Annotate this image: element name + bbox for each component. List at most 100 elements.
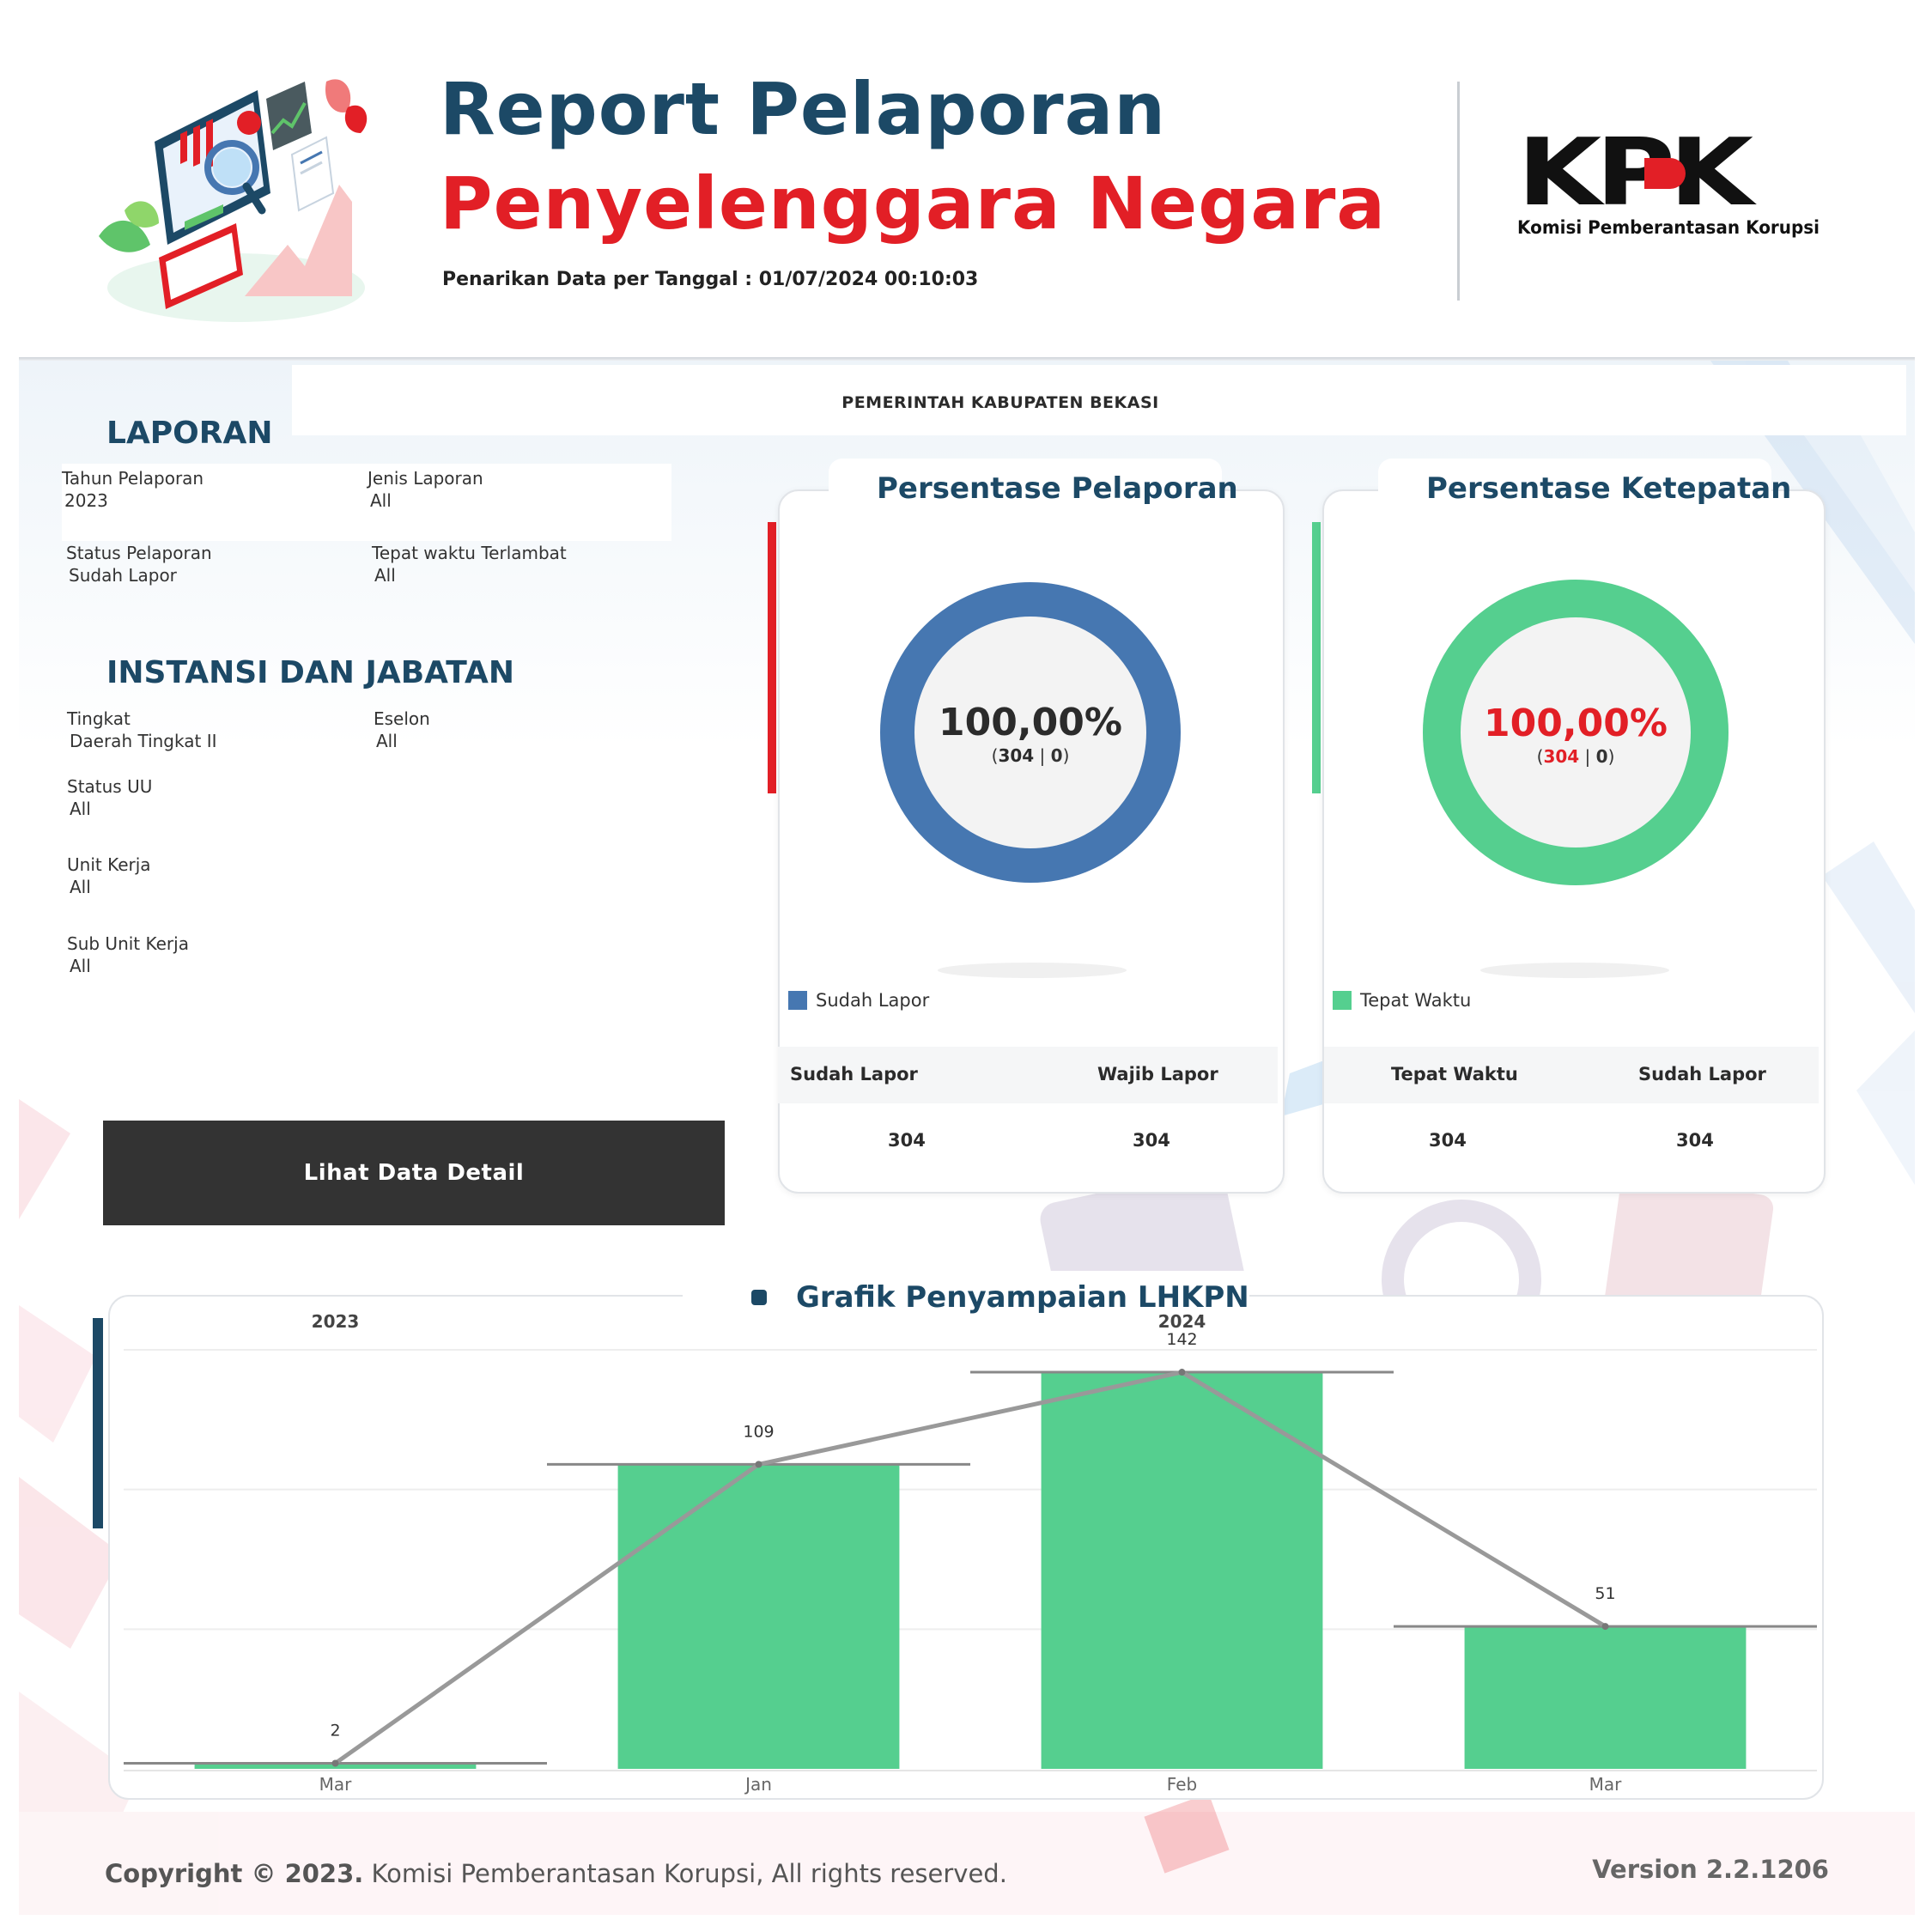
kpk-logo: KPK Komisi Pemberantasan Korupsi	[1517, 129, 1820, 238]
year-group-label: 2024	[1158, 1311, 1206, 1332]
trend-point	[755, 1461, 762, 1468]
pelaporan-percentage: 100,00%	[939, 701, 1122, 744]
data-label: 142	[1166, 1330, 1197, 1349]
pelaporan-donut-svg	[880, 582, 1181, 883]
filter-tahun-pelaporan[interactable]: Tahun Pelaporan 2023	[62, 467, 204, 512]
year-group-label: 2023	[312, 1311, 360, 1332]
filter-jenis-laporan[interactable]: Jenis Laporan All	[368, 467, 483, 512]
x-tick-label: Jan	[744, 1774, 772, 1795]
legend-swatch	[1333, 991, 1352, 1010]
filter-value: All	[374, 565, 396, 586]
table-value-tepat-waktu: 304	[1429, 1130, 1467, 1151]
filter-status-pelaporan[interactable]: Status Pelaporan Sudah Lapor	[66, 542, 212, 586]
chart-accent	[93, 1318, 103, 1528]
filter-label: Tepat waktu Terlambat	[372, 543, 567, 563]
table-value-wajib-lapor: 304	[1133, 1130, 1170, 1151]
legend-label: Sudah Lapor	[816, 990, 930, 1011]
table-header-row	[778, 1047, 1278, 1103]
table-value-sudah-lapor: 304	[888, 1130, 926, 1151]
ketepatan-donut-svg	[1423, 580, 1728, 885]
chart-dot-icon	[751, 1290, 767, 1305]
legend-label: Tepat Waktu	[1360, 990, 1472, 1011]
ketepatan-card-accent	[1312, 522, 1321, 793]
kpk-logo-subtitle: Komisi Pemberantasan Korupsi	[1517, 217, 1820, 238]
ketepatan-legend[interactable]: Tepat Waktu	[1333, 990, 1471, 1011]
ketepatan-card-title: Persentase Ketepatan	[1378, 459, 1791, 519]
data-label: 2	[330, 1721, 340, 1740]
organization-banner	[292, 365, 1906, 435]
filter-eselon[interactable]: Eselon All	[374, 708, 430, 752]
table-header-row	[1324, 1047, 1819, 1103]
bar-feb-2[interactable]	[1041, 1372, 1323, 1769]
filter-label: Unit Kerja	[67, 854, 151, 875]
data-label: 51	[1595, 1584, 1615, 1603]
donut-shadow	[938, 963, 1127, 978]
donut-shadow	[1480, 963, 1669, 978]
filter-status-uu[interactable]: Status UU All	[67, 775, 152, 820]
pelaporan-donut-chart[interactable]: 100,00% (304 | 0)	[880, 582, 1181, 883]
data-label: 109	[743, 1422, 774, 1441]
copyright-notice: Copyright © 2023. Komisi Pemberantasan K…	[105, 1859, 1007, 1888]
ketepatan-title-text: Persentase Ketepatan	[1426, 471, 1792, 506]
table-header-tepat-waktu: Tepat Waktu	[1391, 1064, 1518, 1084]
pelaporan-count-ratio: (304 | 0)	[991, 745, 1070, 766]
trend-point	[1601, 1623, 1609, 1631]
header-shadow	[19, 357, 1915, 362]
ketepatan-donut-chart[interactable]: 100,00% (304 | 0)	[1423, 580, 1728, 885]
organization-name: PEMERINTAH KABUPATEN BEKASI	[841, 393, 1159, 412]
pelaporan-card-title: Persentase Pelaporan	[829, 459, 1238, 519]
table-header-sudah-lapor: Sudah Lapor	[1638, 1064, 1766, 1084]
table-header-sudah-lapor: Sudah Lapor	[790, 1064, 918, 1084]
filter-value: All	[370, 490, 392, 511]
x-tick-label: Mar	[1589, 1774, 1623, 1795]
laporan-filter-panel	[62, 464, 671, 541]
legend-swatch	[788, 991, 807, 1010]
pelaporan-title-text: Persentase Pelaporan	[877, 471, 1238, 506]
filter-value: All	[70, 877, 91, 897]
x-tick-label: Feb	[1167, 1774, 1197, 1795]
filter-sub-unit-kerja[interactable]: Sub Unit Kerja All	[67, 933, 189, 977]
analytics-illustration-icon	[99, 79, 368, 322]
filter-value: All	[376, 731, 398, 751]
chart-title: Grafik Penyampaian LHKPN	[683, 1271, 1249, 1324]
data-pull-timestamp: Penarikan Data per Tanggal : 01/07/2024 …	[442, 269, 979, 290]
trend-point	[331, 1759, 339, 1767]
filter-label: Sub Unit Kerja	[67, 933, 189, 954]
donut-ring-tepat-waktu[interactable]	[1423, 580, 1728, 885]
donut-center	[897, 599, 1163, 866]
report-title-primary: Report Pelaporan	[440, 67, 1167, 151]
filter-label: Tingkat	[67, 708, 131, 729]
bar-mar-3[interactable]	[1464, 1626, 1747, 1769]
filter-label: Status UU	[67, 776, 153, 797]
filter-value: All	[70, 799, 91, 819]
filter-unit-kerja[interactable]: Unit Kerja All	[67, 854, 151, 898]
table-header-wajib-lapor: Wajib Lapor	[1097, 1064, 1218, 1084]
trend-point	[1178, 1369, 1186, 1376]
lhkpn-bar-chart[interactable]: 2 Mar 109 Jan 142 Feb 51 Mar 2023 2024	[108, 1295, 1824, 1800]
bar-jan-1[interactable]	[617, 1464, 900, 1769]
instansi-section-title: INSTANSI DAN JABATAN	[106, 655, 514, 690]
pelaporan-legend[interactable]: Sudah Lapor	[788, 990, 929, 1011]
kpk-logo-text: KPK	[1517, 129, 1757, 227]
filter-tingkat[interactable]: Tingkat Daerah Tingkat II	[67, 708, 216, 752]
filter-value: 2023	[64, 490, 108, 511]
view-detail-button[interactable]: Lihat Data Detail	[103, 1121, 725, 1225]
filter-value: Daerah Tingkat II	[70, 731, 217, 751]
filter-value: All	[70, 956, 91, 976]
filter-label: Status Pelaporan	[66, 543, 212, 563]
version-label: Version 2.2.1206	[1592, 1855, 1829, 1884]
ketepatan-summary-table: Tepat Waktu Sudah Lapor 304 304	[1324, 1047, 1819, 1176]
ketepatan-count-ratio: (304 | 0)	[1536, 746, 1615, 767]
x-tick-label: Mar	[319, 1774, 353, 1795]
filter-tepat-waktu-terlambat[interactable]: Tepat waktu Terlambat All	[372, 542, 567, 586]
pelaporan-card-accent	[768, 522, 776, 793]
donut-ring-sudah-lapor[interactable]	[880, 582, 1181, 883]
donut-center	[1442, 598, 1710, 866]
chart-title-text: Grafik Penyampaian LHKPN	[796, 1280, 1249, 1315]
trend-line	[334, 1370, 1607, 1765]
report-header: Report Pelaporan Penyelenggara Negara Pe…	[0, 0, 1932, 361]
ketepatan-percentage: 100,00%	[1484, 702, 1668, 745]
table-value-sudah-lapor: 304	[1676, 1130, 1714, 1151]
filter-value: Sudah Lapor	[69, 565, 177, 586]
laporan-section-title: LAPORAN	[106, 416, 273, 451]
